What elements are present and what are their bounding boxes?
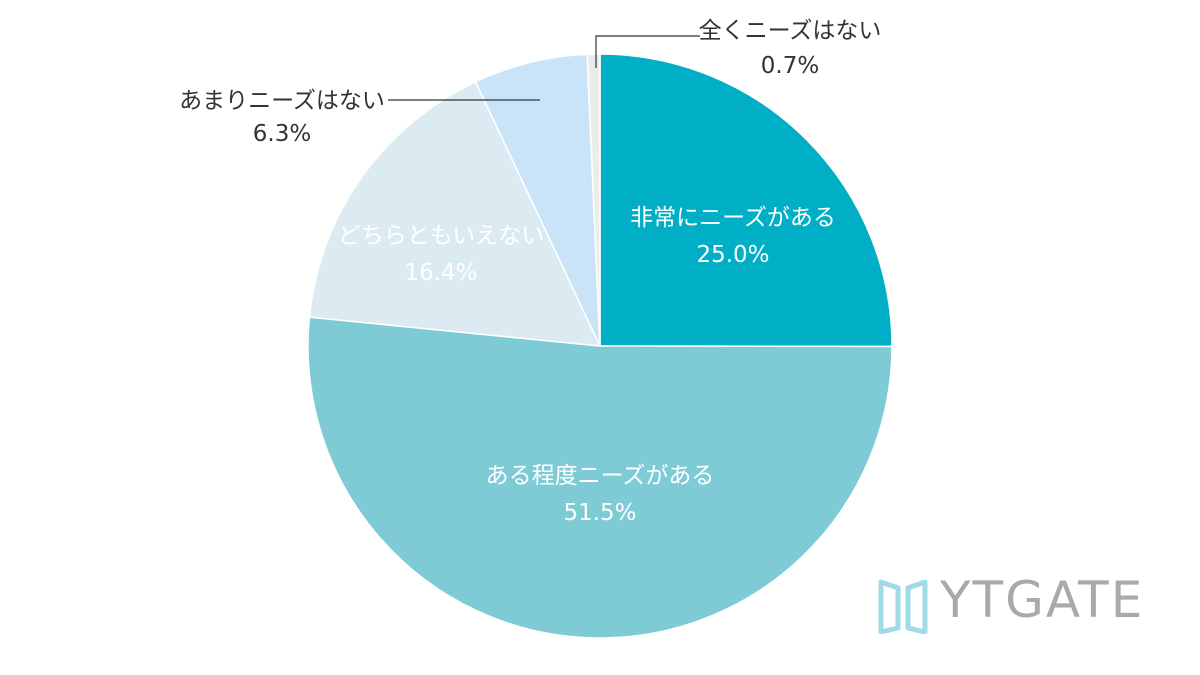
pie-slice	[307, 316, 893, 639]
slice-name-label: どちらともいえない	[338, 223, 545, 249]
pie-slice	[586, 53, 601, 347]
pie-slice	[599, 53, 893, 348]
pie-slice	[308, 80, 602, 347]
pie-slice	[474, 53, 601, 347]
slice-value-label: 25.0%	[696, 242, 769, 268]
slice-name-label: あまりニーズはない	[179, 88, 385, 114]
slice-value-label: 6.3%	[253, 121, 311, 147]
slice-name-label: ある程度ニーズがある	[486, 463, 715, 489]
slice-value-label: 0.7%	[761, 53, 819, 79]
slice-name-label: 非常にニーズがある	[630, 205, 836, 231]
ytgate-logo-mark-icon	[878, 578, 928, 638]
slice-labels: 非常にニーズがある 25.0% ある程度ニーズがある 51.5% どちらともいえない 16…	[179, 18, 881, 526]
slice-name-label: 全くニーズはない	[699, 18, 882, 44]
slice-value-label: 16.4%	[404, 260, 477, 286]
pie-slices	[307, 53, 893, 639]
leader-line	[595, 35, 700, 68]
ytgate-logo-text: YTGATE	[940, 571, 1145, 629]
slice-value-label: 51.5%	[563, 500, 636, 526]
leader-lines	[388, 35, 700, 101]
